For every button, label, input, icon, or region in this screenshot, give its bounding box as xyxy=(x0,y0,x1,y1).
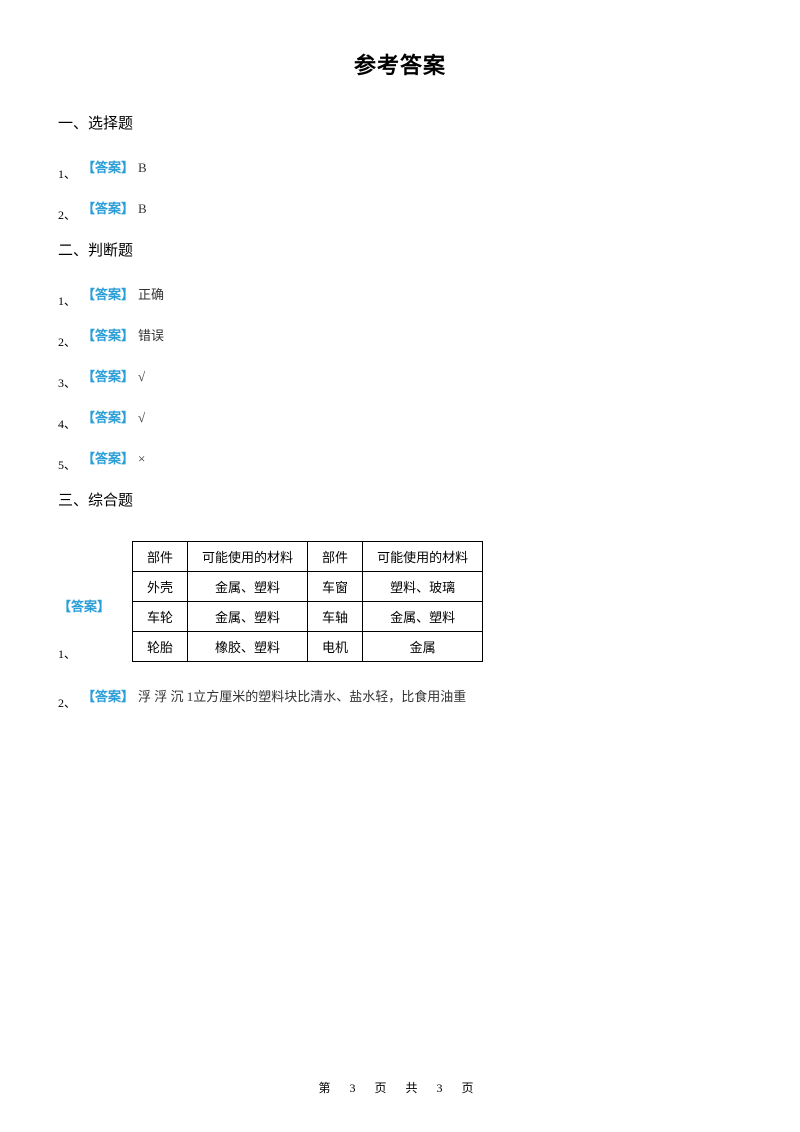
s2-item-4: 4、 【答案】 √ xyxy=(58,407,742,426)
page-title: 参考答案 xyxy=(58,48,742,80)
table-cell: 金属、塑料 xyxy=(363,602,483,632)
answer-label: 【答案】 xyxy=(82,325,134,344)
s2-item-5: 5、 【答案】 × xyxy=(58,448,742,467)
s2-item-3: 3、 【答案】 √ xyxy=(58,366,742,385)
answer-label: 【答案】 xyxy=(82,448,134,467)
table-cell: 电机 xyxy=(308,632,363,662)
answer-value: 错误 xyxy=(138,325,164,344)
answer-value: B xyxy=(138,201,147,217)
item-number: 1、 xyxy=(58,165,76,182)
s1-item-1: 1、 【答案】 B xyxy=(58,157,742,176)
materials-table: 部件 可能使用的材料 部件 可能使用的材料 外壳 金属、塑料 车窗 塑料、玻璃 … xyxy=(132,541,483,662)
table-cell: 可能使用的材料 xyxy=(363,542,483,572)
answer-value: 正确 xyxy=(138,284,164,303)
answer-value: √ xyxy=(138,369,145,385)
table-cell: 金属、塑料 xyxy=(188,602,308,632)
table-cell: 橡胶、塑料 xyxy=(188,632,308,662)
table-cell: 部件 xyxy=(308,542,363,572)
item-number: 1、 xyxy=(58,645,108,662)
table-cell: 部件 xyxy=(133,542,188,572)
table-cell: 金属 xyxy=(363,632,483,662)
table-cell: 外壳 xyxy=(133,572,188,602)
answer-label: 【答案】 xyxy=(82,198,134,217)
answer-value: √ xyxy=(138,410,145,426)
item-number: 4、 xyxy=(58,415,76,432)
answer-label: 【答案】 xyxy=(58,596,110,615)
table-cell: 金属、塑料 xyxy=(188,572,308,602)
section-2-heading: 二、判断题 xyxy=(58,239,742,260)
s2-item-2: 2、 【答案】 错误 xyxy=(58,325,742,344)
item-number: 2、 xyxy=(58,333,76,350)
table-row: 外壳 金属、塑料 车窗 塑料、玻璃 xyxy=(133,572,483,602)
table-cell: 轮胎 xyxy=(133,632,188,662)
s1-item-2: 2、 【答案】 B xyxy=(58,198,742,217)
answer-value: × xyxy=(138,451,145,467)
item-number: 2、 xyxy=(58,694,76,711)
item-number: 3、 xyxy=(58,374,76,391)
section-1-heading: 一、选择题 xyxy=(58,112,742,133)
answer-label: 【答案】 xyxy=(82,366,134,385)
answer-label: 【答案】 xyxy=(82,284,134,303)
answer-label: 【答案】 xyxy=(82,157,134,176)
table-row: 车轮 金属、塑料 车轴 金属、塑料 xyxy=(133,602,483,632)
answer-label: 【答案】 xyxy=(82,686,134,705)
table-row: 部件 可能使用的材料 部件 可能使用的材料 xyxy=(133,542,483,572)
answer-label: 【答案】 xyxy=(82,407,134,426)
table-cell: 车窗 xyxy=(308,572,363,602)
s3-item-1: 【答案】 1、 部件 可能使用的材料 部件 可能使用的材料 外壳 金属、塑料 车… xyxy=(58,534,742,662)
answer-value: 浮 浮 沉 1立方厘米的塑料块比清水、盐水轻，比食用油重 xyxy=(138,686,466,705)
table-cell: 车轴 xyxy=(308,602,363,632)
s2-item-1: 1、 【答案】 正确 xyxy=(58,284,742,303)
table-row: 轮胎 橡胶、塑料 电机 金属 xyxy=(133,632,483,662)
table-cell: 可能使用的材料 xyxy=(188,542,308,572)
item-number: 1、 xyxy=(58,292,76,309)
table-cell: 车轮 xyxy=(133,602,188,632)
page-footer: 第 3 页 共 3 页 xyxy=(0,1079,800,1096)
section-3-heading: 三、综合题 xyxy=(58,489,742,510)
table-cell: 塑料、玻璃 xyxy=(363,572,483,602)
item-number: 5、 xyxy=(58,456,76,473)
s3-item-2: 2、 【答案】 浮 浮 沉 1立方厘米的塑料块比清水、盐水轻，比食用油重 xyxy=(58,686,742,705)
item-number: 2、 xyxy=(58,206,76,223)
answer-value: B xyxy=(138,160,147,176)
